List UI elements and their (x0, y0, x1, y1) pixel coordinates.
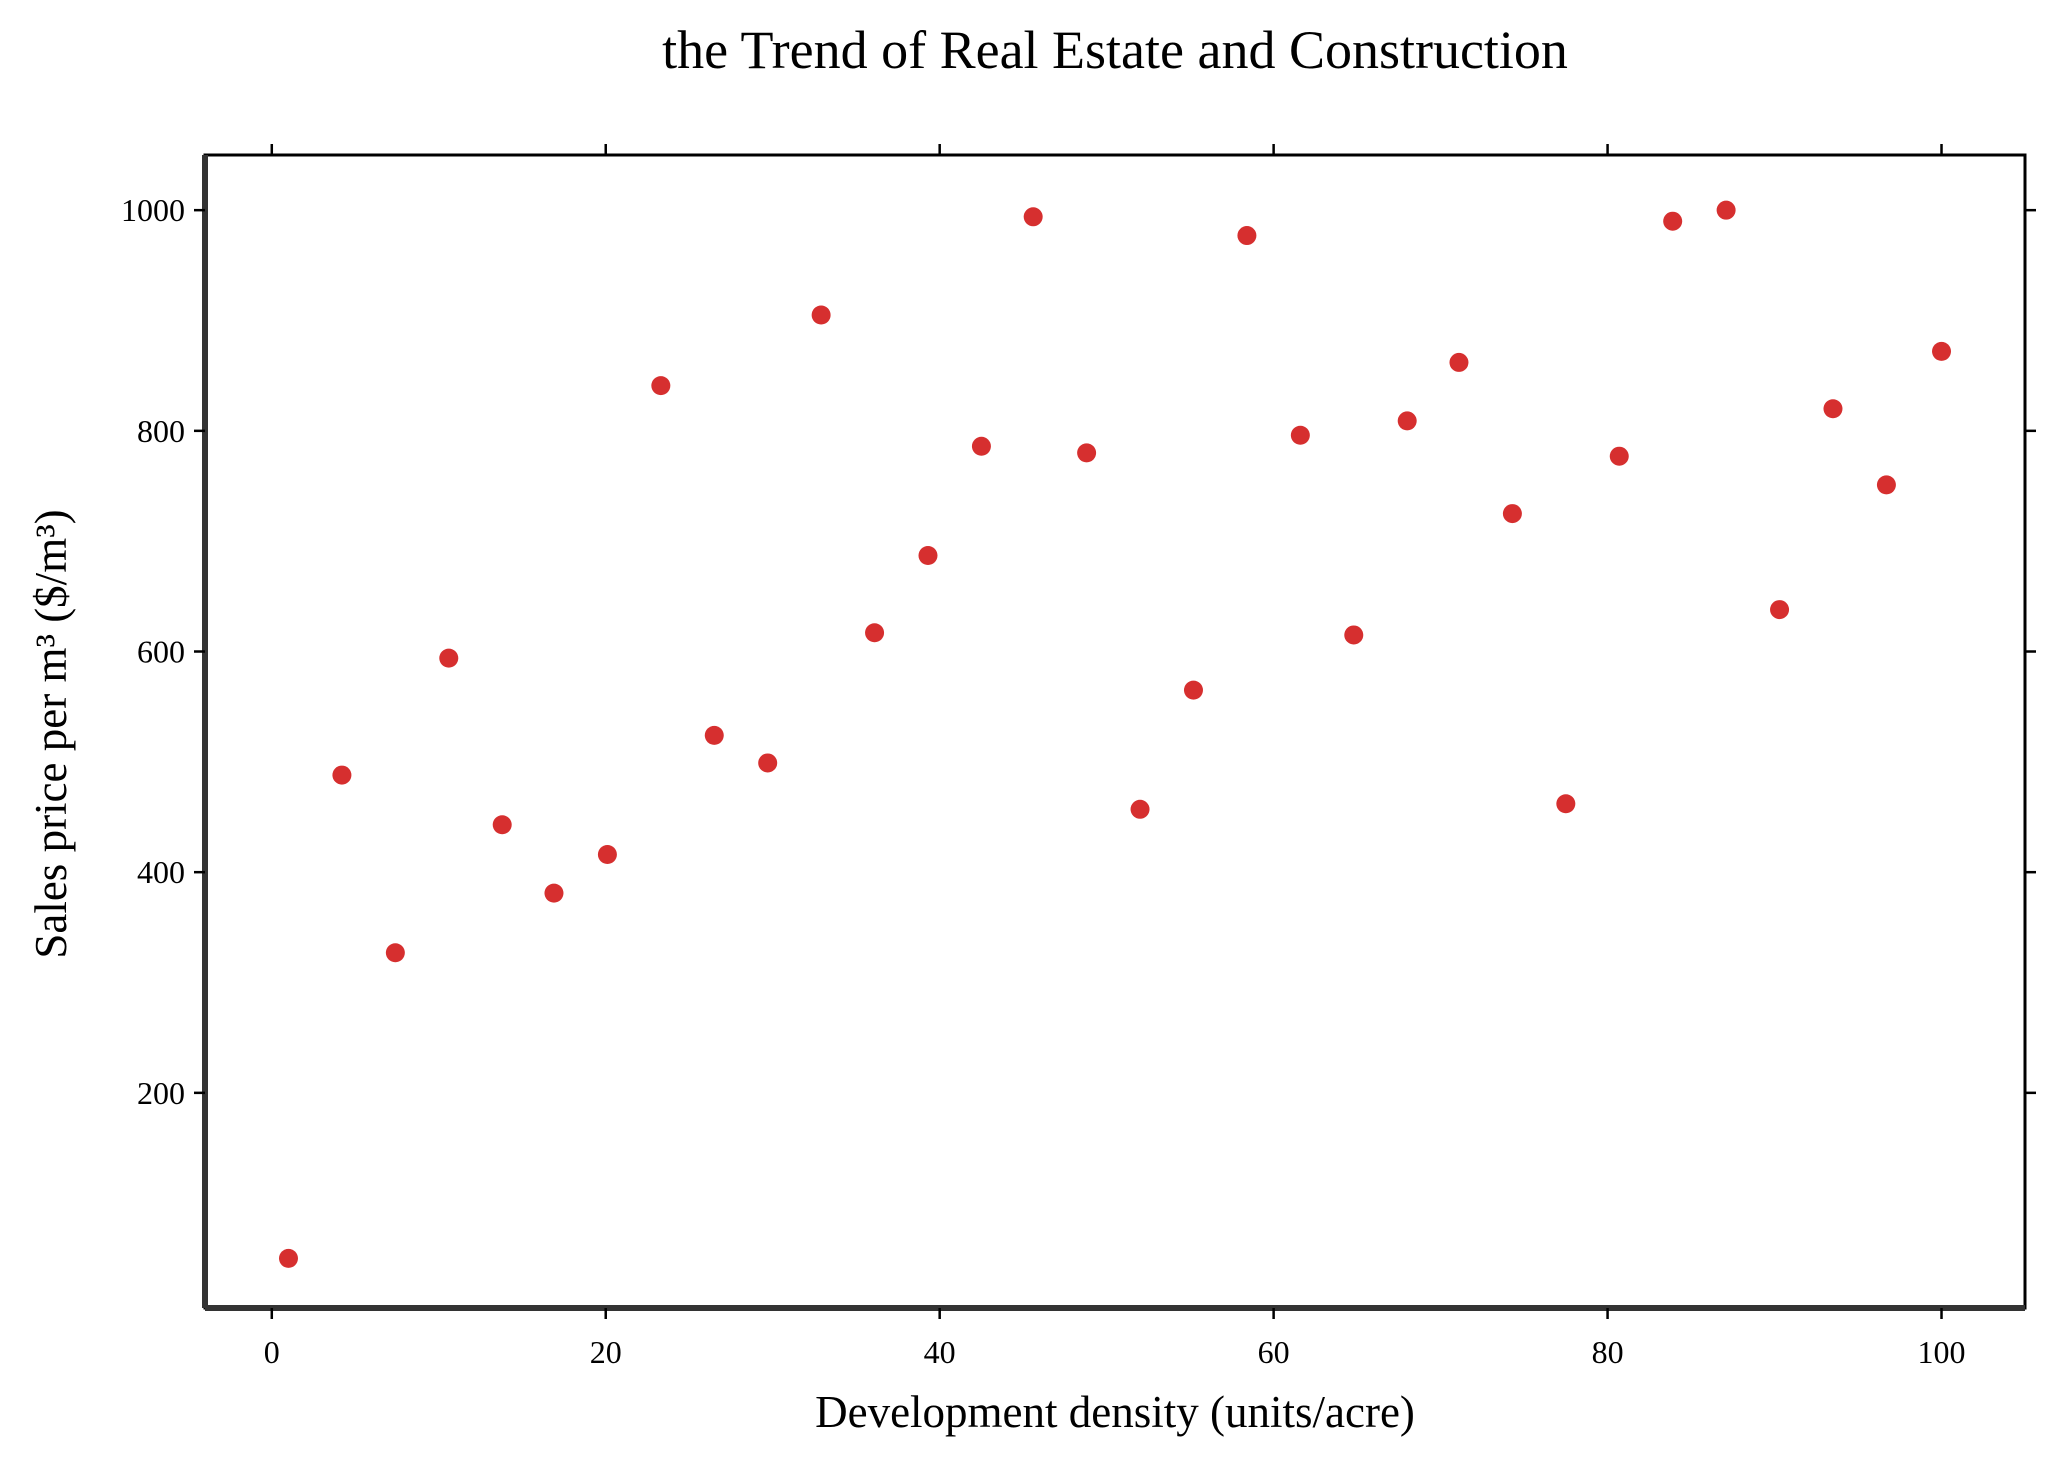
y-axis-ticks: 200 400 600 800 1000 (121, 192, 2036, 1111)
data-point (704, 725, 724, 745)
data-point (758, 753, 778, 773)
data-point (1770, 600, 1790, 620)
y-tick-label: 200 (137, 1075, 185, 1111)
data-point (1823, 399, 1843, 419)
data-point (597, 845, 617, 865)
x-tick-label: 80 (1592, 1334, 1624, 1370)
y-axis-label: Sales price per m³ ($/m³) (26, 509, 76, 958)
x-tick-label: 20 (590, 1334, 622, 1370)
data-point (1556, 794, 1576, 814)
data-point (865, 623, 885, 643)
data-points (278, 200, 1952, 1268)
x-tick-label: 60 (1258, 1334, 1290, 1370)
data-point (1183, 680, 1203, 700)
data-point (1077, 443, 1097, 463)
data-point (1932, 341, 1952, 361)
plot-area: 0 20 40 60 80 100 200 400 600 800 1000 (121, 144, 2036, 1370)
y-tick-label: 1000 (121, 192, 185, 228)
data-point (1502, 504, 1522, 524)
y-tick-label: 800 (137, 413, 185, 449)
data-point (971, 436, 991, 456)
data-point (1023, 207, 1043, 227)
data-point (332, 765, 352, 785)
y-tick-label: 600 (137, 634, 185, 670)
data-point (1663, 211, 1683, 231)
x-tick-label: 100 (1918, 1334, 1966, 1370)
x-axis-label: Development density (units/acre) (815, 1387, 1415, 1437)
chart-title: the Trend of Real Estate and Constructio… (662, 20, 1568, 80)
plot-frame (203, 153, 2027, 1310)
data-point (439, 648, 459, 668)
data-point (278, 1248, 298, 1268)
data-point (492, 815, 512, 835)
data-point (1290, 425, 1310, 445)
data-point (1397, 411, 1417, 431)
data-point (811, 305, 831, 325)
data-point (1344, 625, 1364, 645)
x-axis-ticks: 0 20 40 60 80 100 (264, 144, 1966, 1370)
data-point (651, 376, 671, 396)
data-point (385, 943, 405, 963)
data-point (918, 546, 938, 566)
x-tick-label: 0 (264, 1334, 280, 1370)
data-point (1609, 446, 1629, 466)
data-point (1237, 226, 1257, 246)
data-point (1876, 475, 1896, 495)
data-point (1449, 352, 1469, 372)
data-point (1716, 200, 1736, 220)
y-tick-label: 400 (137, 854, 185, 890)
data-point (544, 883, 564, 903)
x-tick-label: 40 (924, 1334, 956, 1370)
data-point (1130, 799, 1150, 819)
